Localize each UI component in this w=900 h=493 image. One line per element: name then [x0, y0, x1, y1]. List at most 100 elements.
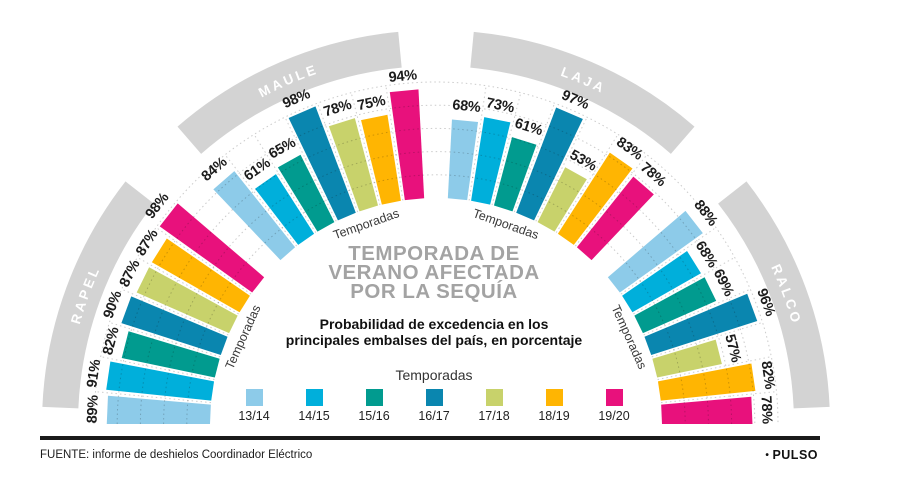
bar-rapel-13-14	[106, 395, 211, 424]
bar-laja-18-19	[557, 152, 633, 245]
group-arc-ralco	[718, 181, 830, 409]
title-line-1: TEMPORADA DE	[348, 242, 520, 265]
subtitle-line-2: principales embalses del país, en porcen…	[285, 332, 583, 348]
legend-item: 13/14	[237, 389, 271, 423]
footer-rule	[40, 436, 820, 440]
chart-subtitle: Probabilidad de excedencia en los princi…	[134, 316, 734, 348]
bar-value-label: 94%	[388, 67, 418, 86]
bar-ralco-13-14	[607, 210, 703, 293]
title-line-3: POR LA SEQUÍA	[350, 280, 518, 303]
bar-laja-19-20	[576, 176, 654, 261]
legend-item: 18/19	[537, 389, 571, 423]
grid-radial-line	[316, 103, 359, 213]
legend-swatch	[425, 389, 443, 406]
bar-ralco-15-16	[634, 277, 717, 334]
legend-swatch	[605, 389, 623, 406]
legend-item: 15/16	[357, 389, 391, 423]
legend: 13/14 14/15 15/16 16/17 17/18 18/19 19/20	[134, 389, 734, 423]
bar-value-label: 89%	[85, 394, 102, 423]
bar-ralco-18-19	[657, 363, 756, 401]
bar-maule-16-17	[288, 106, 356, 221]
bar-rapel-18-19	[151, 238, 250, 313]
bar-value-label: 78%	[757, 395, 774, 424]
grid-radial-line	[643, 288, 751, 336]
legend-item: 14/15	[297, 389, 331, 423]
group-arc-rapel	[42, 181, 154, 409]
grid-radial-line	[657, 356, 772, 380]
grid-radial-line	[491, 92, 522, 206]
bar-laja-16-17	[516, 107, 583, 221]
grid-radial-line	[224, 154, 298, 247]
group-arc-laja	[470, 31, 695, 154]
legend-label: 18/19	[538, 409, 570, 423]
bar-maule-14-15	[255, 174, 315, 245]
legend-label: 14/15	[298, 409, 330, 423]
brand-logo: • PULSO	[765, 448, 818, 462]
bar-value-label: 61%	[513, 116, 545, 140]
bar-value-label: 90%	[101, 288, 126, 320]
legend-swatch	[305, 389, 323, 406]
bar-maule-19-20	[389, 89, 425, 201]
bar-laja-17-18	[537, 167, 587, 232]
grid-arc	[139, 127, 733, 425]
brand-bullet-icon: •	[765, 450, 770, 461]
legend-title: Temporadas	[395, 367, 473, 383]
bar-rapel-14-15	[106, 361, 215, 401]
bar-value-label: 73%	[485, 95, 516, 116]
bar-maule-13-14	[213, 171, 296, 261]
grid-radial-line	[121, 288, 229, 336]
legend-label: 13/14	[238, 409, 270, 423]
source-note: FUENTE: informe de deshielos Coordinador…	[40, 449, 313, 461]
bar-value-label: 65%	[266, 135, 299, 163]
grid-radial-line	[137, 257, 239, 315]
legend-item: 19/20	[597, 389, 631, 423]
legend-swatch	[245, 389, 263, 406]
grid-radial-line	[660, 391, 777, 404]
bar-value-label: 82%	[757, 360, 777, 391]
grid-radial-line	[350, 92, 381, 206]
grid-radial-line	[633, 257, 735, 315]
grid-radial-line	[100, 356, 215, 380]
bar-maule-15-16	[277, 154, 335, 232]
bar-rapel-15-16	[121, 331, 220, 378]
legend-item: 17/18	[477, 389, 511, 423]
bar-rapel-19-20	[159, 203, 265, 293]
grid-radial-line	[253, 134, 317, 233]
grid-radial-line	[651, 321, 763, 358]
legend-label: 17/18	[478, 409, 510, 423]
bar-ralco-16-17	[644, 293, 758, 355]
grid-radial-line	[535, 116, 588, 222]
title-line-2: VERANO AFECTADA	[328, 261, 540, 284]
bar-ralco-14-15	[622, 251, 701, 313]
grid-radial-line	[385, 85, 404, 201]
bar-value-label: 57%	[721, 333, 744, 365]
bar-rapel-17-18	[136, 267, 238, 334]
bar-value-label: 68%	[452, 97, 482, 116]
bar-laja-15-16	[493, 137, 537, 212]
bar-maule-17-18	[328, 118, 379, 212]
brand-name: PULSO	[772, 448, 818, 462]
grid-radial-line	[513, 103, 556, 213]
subtitle-line-1: Probabilidad de excedencia en los	[319, 316, 549, 332]
grid-radial-line	[95, 391, 212, 404]
chart-title: TEMPORADA DE VERANO AFECTADA POR LA SEQU…	[134, 242, 734, 303]
legend-label: 19/20	[598, 409, 630, 423]
grid-arc	[186, 174, 686, 425]
grid-radial-line	[555, 134, 619, 233]
bar-laja-14-15	[471, 117, 511, 205]
bar-value-label: 91%	[84, 358, 104, 389]
bar-laja-13-14	[447, 119, 479, 201]
bar-ralco-17-18	[652, 339, 722, 378]
grid-radial-line	[620, 227, 717, 295]
group-arc-maule	[177, 31, 402, 154]
grid-arc	[163, 151, 709, 425]
grid-arc	[116, 104, 756, 425]
bar-value-label: 75%	[356, 93, 387, 114]
legend-item: 16/17	[417, 389, 451, 423]
grid-radial-line	[155, 227, 252, 295]
bar-rapel-16-17	[121, 296, 228, 355]
grid-radial-line	[284, 116, 337, 222]
bar-value-label: 78%	[322, 97, 354, 121]
